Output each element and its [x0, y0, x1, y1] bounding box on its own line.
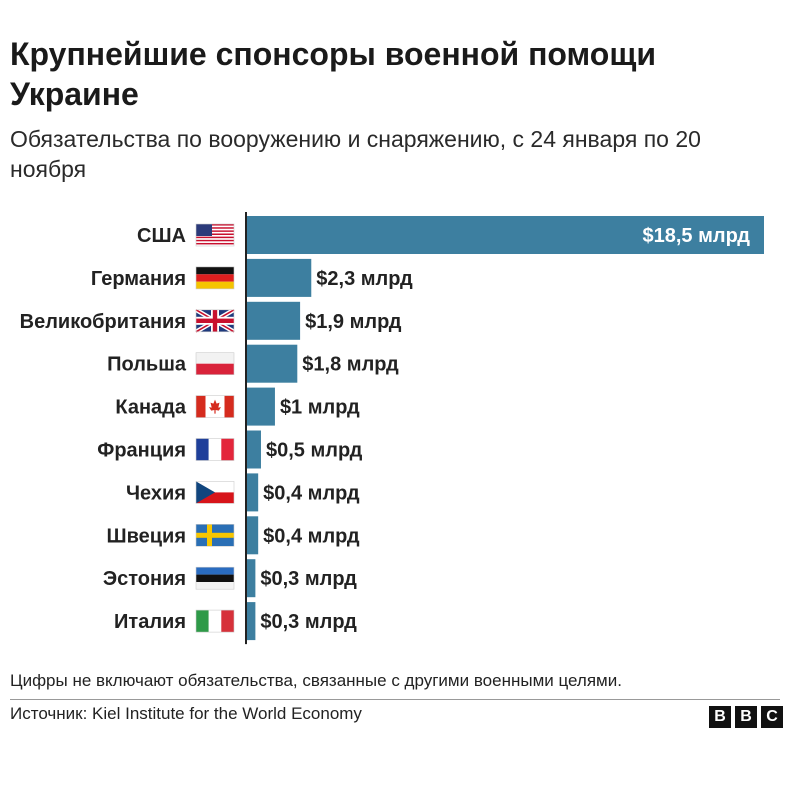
bar: [247, 216, 764, 254]
category-label: Великобритания: [20, 311, 186, 333]
value-label: $1,9 млрд: [305, 311, 402, 333]
value-label: $1 млрд: [280, 397, 360, 419]
bbc-logo-letter: B: [709, 706, 731, 728]
chart-title: Крупнейшие спонсоры военной помощи Украи…: [10, 36, 656, 112]
value-label: $0,4 млрд: [263, 525, 360, 547]
bar: [247, 516, 259, 555]
category-label: Эстония: [103, 568, 186, 590]
category-label: Польша: [107, 354, 187, 376]
value-label: $0,5 млрд: [266, 440, 363, 462]
category-label: Италия: [114, 611, 186, 633]
czech-flag-icon: [195, 481, 235, 504]
footer-divider: [10, 699, 780, 700]
bar: [247, 387, 275, 426]
bbc-logo-letter: C: [761, 706, 783, 728]
bbc-logo: B B C: [709, 706, 783, 728]
value-label: $2,3 млрд: [316, 268, 413, 290]
germany-flag-icon: [195, 266, 235, 290]
value-label: $0,3 млрд: [260, 611, 357, 633]
bar: [247, 258, 312, 297]
bbc-logo-letter: B: [735, 706, 757, 728]
estonia-flag-icon: [195, 566, 235, 590]
italy-flag-icon: [195, 609, 235, 633]
bar: [247, 430, 261, 469]
chart-subtitle: Обязательства по вооружению и снаряжению…: [10, 126, 701, 182]
value-label: $18,5 млрд: [642, 225, 750, 247]
canada-flag-icon: [195, 395, 235, 418]
category-label: Швеция: [106, 525, 186, 547]
bar: [247, 559, 256, 598]
bar: [247, 473, 259, 512]
category-label: Чехия: [126, 482, 186, 504]
category-label: Канада: [115, 397, 186, 419]
footnote: Цифры не включают обязательства, связанн…: [10, 671, 622, 690]
value-label: $1,8 млрд: [302, 354, 399, 376]
category-label: Франция: [97, 440, 186, 462]
bar-chart: США $18,5 млрд Германия $2,3 млрд Великобрит…: [20, 212, 764, 645]
uk-flag-icon: [194, 307, 236, 334]
value-label: $0,3 млрд: [260, 568, 357, 590]
bar: [247, 344, 298, 383]
category-label: Германия: [91, 268, 186, 290]
sweden-flag-icon: [195, 523, 235, 547]
value-label: $0,4 млрд: [263, 482, 360, 504]
us-flag-icon: [195, 223, 235, 247]
source-note: Источник: Kiel Institute for the World E…: [10, 704, 362, 723]
bar: [247, 602, 256, 641]
france-flag-icon: [195, 438, 235, 461]
bar: [247, 301, 301, 340]
category-label: США: [137, 225, 186, 247]
poland-flag-icon: [195, 352, 235, 375]
